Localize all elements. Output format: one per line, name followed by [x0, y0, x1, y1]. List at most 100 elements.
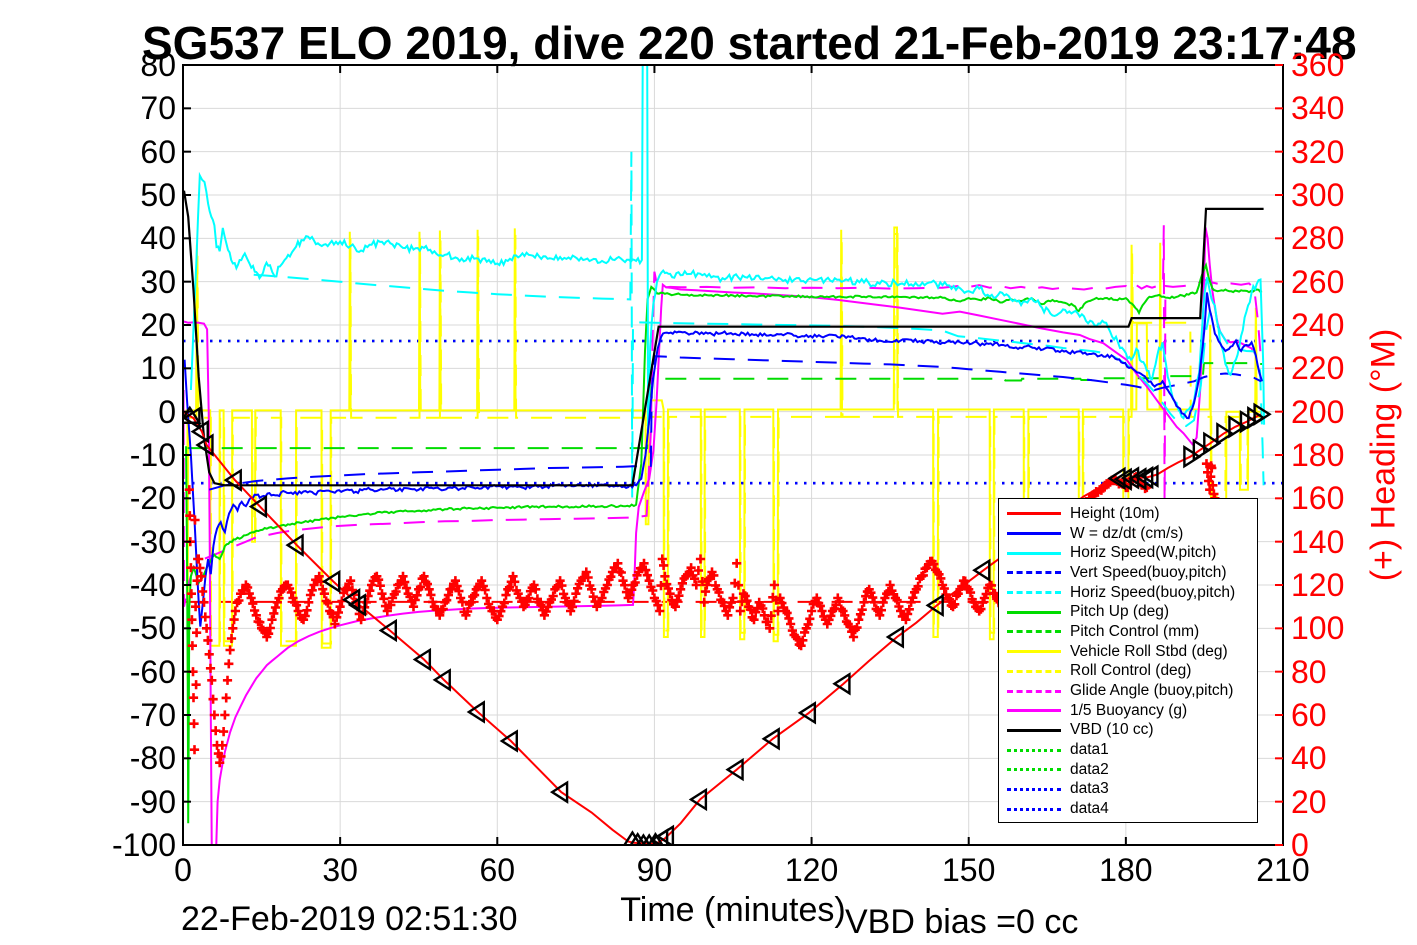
left-triangle-marker — [195, 433, 214, 457]
right-triangle-marker — [1183, 445, 1202, 469]
left-triangle-marker — [832, 672, 851, 696]
y-left-tick-30: 30 — [140, 263, 176, 300]
x-axis-label: Time (minutes) — [620, 891, 846, 929]
legend-item-13: data2 — [999, 760, 1257, 780]
y-right-tick-80: 80 — [1291, 653, 1327, 690]
y-left-tick-70: 70 — [140, 90, 176, 127]
left-triangle-marker — [549, 780, 569, 804]
up-triangle-marker — [647, 832, 664, 845]
legend-item-14: data3 — [999, 780, 1257, 800]
legend-swatch-solid — [1007, 532, 1061, 536]
y-right-tick-200: 200 — [1291, 393, 1345, 430]
legend-swatch-dotted — [1007, 768, 1061, 772]
series-horiz-speed — [189, 65, 1266, 434]
y-right-tick-160: 160 — [1291, 480, 1345, 517]
legend-item-7: Vehicle Roll Stbd (deg) — [999, 642, 1257, 662]
x-tick-30: 30 — [322, 852, 358, 888]
legend-label: VBD (10 cc) — [1070, 721, 1154, 739]
y-right-tick-220: 220 — [1291, 350, 1345, 387]
left-triangle-marker — [1140, 464, 1159, 488]
y-right-tick-280: 280 — [1291, 220, 1345, 257]
legend-label: Glide Angle (buoy,pitch) — [1070, 682, 1234, 700]
y-left-tick--10: -10 — [129, 437, 176, 473]
series-glide-angle — [183, 225, 1262, 607]
right-triangle-marker — [1203, 431, 1222, 455]
y-left-tick--20: -20 — [129, 480, 176, 517]
left-triangle-marker — [972, 558, 991, 582]
y-right-tick-180: 180 — [1291, 437, 1345, 473]
left-triangle-marker — [655, 824, 675, 845]
y-right-tick-20: 20 — [1291, 783, 1327, 820]
right-triangle-marker — [1192, 438, 1211, 462]
legend-label: Height (10m) — [1070, 504, 1160, 522]
left-triangle-marker — [761, 727, 780, 751]
x-tick-210: 210 — [1256, 852, 1310, 888]
right-triangle-marker — [1216, 422, 1235, 446]
left-triangle-marker — [797, 701, 817, 725]
legend-item-5: Pitch Up (deg) — [999, 602, 1257, 622]
left-triangle-marker — [688, 787, 708, 812]
legend-label: Horiz Speed(W,pitch) — [1070, 544, 1217, 562]
legend-item-9: Glide Angle (buoy,pitch) — [999, 681, 1257, 701]
series-buoyancy — [183, 227, 1256, 845]
legend-label: data1 — [1070, 741, 1109, 759]
left-triangle-marker — [190, 419, 209, 444]
y-left-tick-10: 10 — [140, 350, 176, 387]
up-triangle-marker — [629, 832, 646, 845]
legend-swatch-solid — [1007, 728, 1061, 732]
legend-swatch-dashed — [1007, 689, 1061, 693]
y-left-tick--60: -60 — [129, 653, 176, 690]
legend-label: 1/5 Buoyancy (g) — [1070, 701, 1188, 719]
legend-swatch-solid — [1007, 512, 1061, 516]
y-left-tick-60: 60 — [140, 133, 176, 170]
legend-swatch-dashed — [1007, 669, 1061, 673]
left-triangle-marker — [499, 729, 518, 753]
y-right-tick-120: 120 — [1291, 567, 1345, 603]
right-triangle-marker — [1228, 415, 1247, 439]
legend-swatch-dashed — [1007, 591, 1061, 595]
legend-label: data3 — [1070, 780, 1109, 798]
left-triangle-marker — [725, 757, 744, 782]
right-y-axis-label: (+) Heading (°M) — [1364, 328, 1403, 582]
legend-swatch-dotted — [1007, 748, 1061, 752]
x-tick-180: 180 — [1099, 852, 1153, 888]
y-right-tick-320: 320 — [1291, 133, 1345, 170]
y-right-tick-0: 0 — [1291, 827, 1309, 863]
legend-swatch-dashed — [1007, 630, 1061, 634]
y-left-tick--70: -70 — [129, 697, 176, 733]
y-left-tick-80: 80 — [140, 47, 176, 83]
y-right-tick-100: 100 — [1291, 610, 1345, 647]
up-triangle-marker — [623, 830, 642, 845]
left-triangle-marker — [285, 533, 304, 557]
left-triangle-marker — [925, 593, 944, 618]
legend-item-12: data1 — [999, 740, 1257, 760]
left-triangle-marker — [466, 700, 485, 724]
legend-label: Roll Control (deg) — [1070, 662, 1192, 680]
left-triangle-marker — [432, 668, 451, 692]
left-triangle-marker — [378, 618, 397, 643]
legend-label: Pitch Up (deg) — [1070, 603, 1170, 621]
series-vert-speed-buoy — [208, 355, 1262, 491]
y-right-tick-340: 340 — [1291, 90, 1345, 127]
legend-item-0: Height (10m) — [999, 504, 1257, 524]
y-left-tick--30: -30 — [129, 523, 176, 560]
legend-swatch-solid — [1007, 650, 1061, 654]
legend-swatch-dotted — [1007, 787, 1061, 791]
legend-item-6: Pitch Control (mm) — [999, 622, 1257, 642]
legend-item-8: Roll Control (deg) — [999, 662, 1257, 682]
y-right-tick-60: 60 — [1291, 697, 1327, 733]
legend-swatch-dotted — [1007, 807, 1061, 811]
right-triangle-marker — [1253, 402, 1272, 426]
y-left-tick-50: 50 — [140, 177, 176, 213]
x-tick-150: 150 — [942, 852, 996, 888]
legend-swatch-solid — [1007, 610, 1061, 614]
left-triangle-marker — [223, 468, 242, 492]
x-tick-120: 120 — [784, 852, 839, 888]
y-right-tick-360: 360 — [1291, 47, 1345, 83]
legend-item-10: 1/5 Buoyancy (g) — [999, 701, 1257, 721]
left-triangle-marker — [412, 647, 432, 672]
series-pitch-control — [187, 362, 1262, 450]
y-left-tick--100: -100 — [111, 827, 176, 863]
left-triangle-marker — [248, 494, 268, 519]
y-left-tick--40: -40 — [129, 567, 176, 603]
